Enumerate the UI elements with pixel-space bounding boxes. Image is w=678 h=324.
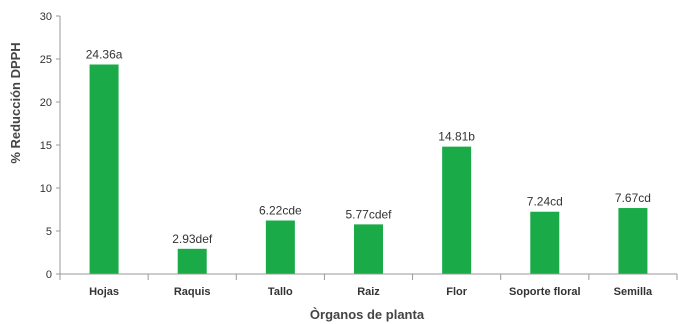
data-label: 24.36a [86, 48, 123, 62]
x-axis-title: Òrganos de planta [310, 307, 425, 322]
bar-raiz [354, 224, 383, 274]
y-tick-label: 5 [46, 226, 52, 238]
bar-raquis [177, 248, 207, 274]
x-tick-label: Tallo [268, 286, 293, 298]
bar-tallo [265, 220, 295, 274]
x-tick-label: Flor [446, 286, 467, 298]
y-axis-title: % Reducción DPPH [8, 42, 23, 163]
data-label: 2.93def [172, 232, 213, 246]
y-tick-label: 25 [40, 54, 52, 66]
x-tick-label: Semilla [614, 286, 653, 298]
bar-flor [442, 146, 472, 274]
y-tick-labels: 0 5 10 15 20 25 30 [40, 11, 52, 281]
data-labels: 24.36a 2.93def 6.22cde 5.77cdef 14.81b 7.24cd… [86, 48, 651, 246]
data-label: 6.22cde [259, 204, 302, 218]
y-tick-label: 15 [40, 140, 52, 152]
bar-hojas [89, 64, 119, 274]
data-label: 7.67cd [615, 191, 651, 205]
bar-soporte-floral [530, 211, 560, 274]
x-tick-label: Soporte floral [509, 286, 581, 298]
bar-semilla [618, 208, 648, 274]
x-tick-label: Hojas [89, 286, 119, 298]
data-label: 14.81b [438, 130, 475, 144]
y-tick-label: 30 [40, 11, 52, 23]
x-tick-label: Raiz [357, 286, 380, 298]
bars-group [89, 64, 648, 274]
x-tick-labels: Hojas Raquis Tallo Raiz Flor Soporte floral Se… [89, 286, 653, 298]
y-tick-label: 10 [40, 183, 52, 195]
y-tick-label: 0 [46, 269, 52, 281]
x-tick-label: Raquis [174, 286, 211, 298]
data-label: 5.77cdef [345, 207, 392, 221]
axes-group [56, 15, 678, 280]
data-label: 7.24cd [527, 195, 563, 209]
y-tick-label: 20 [40, 97, 52, 109]
